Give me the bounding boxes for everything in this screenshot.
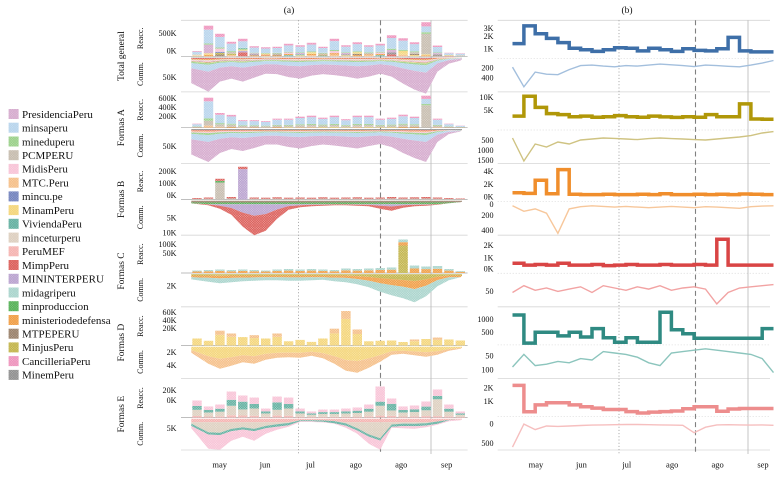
svg-text:50: 50 <box>485 352 493 361</box>
svg-text:sep: sep <box>441 460 452 470</box>
svg-text:4K: 4K <box>484 167 494 176</box>
svg-text:may: may <box>529 460 544 470</box>
svg-text:Reacc.: Reacc. <box>136 315 145 337</box>
svg-text:400: 400 <box>481 226 493 235</box>
svg-text:Reacc.: Reacc. <box>136 387 145 409</box>
svg-text:5K: 5K <box>484 106 494 115</box>
svg-text:MTPEPERU: MTPEPERU <box>22 329 80 341</box>
svg-text:2K: 2K <box>167 348 177 357</box>
svg-text:50K: 50K <box>163 142 177 151</box>
svg-text:Comm.: Comm. <box>136 422 145 446</box>
svg-text:500: 500 <box>481 328 493 337</box>
svg-text:ago: ago <box>666 460 678 470</box>
svg-text:ago: ago <box>350 460 362 470</box>
svg-text:1K: 1K <box>484 397 494 406</box>
svg-text:200: 200 <box>481 63 493 72</box>
svg-text:MinamPeru: MinamPeru <box>22 205 74 217</box>
svg-text:1000: 1000 <box>477 315 493 324</box>
svg-text:Comm.: Comm. <box>136 278 145 302</box>
svg-text:0K: 0K <box>484 264 494 273</box>
svg-text:sep: sep <box>757 460 768 470</box>
svg-text:Formas E: Formas E <box>117 396 127 433</box>
svg-text:mincu.pe: mincu.pe <box>22 191 63 203</box>
svg-text:midagriperu: midagriperu <box>22 287 76 299</box>
svg-text:jun: jun <box>575 460 588 470</box>
svg-text:MTC.Peru: MTC.Peru <box>22 178 69 190</box>
svg-text:0K: 0K <box>167 191 177 200</box>
svg-text:Formas C: Formas C <box>117 252 127 289</box>
svg-text:Formas D: Formas D <box>117 324 127 362</box>
svg-text:50K: 50K <box>163 73 177 82</box>
svg-text:Comm.: Comm. <box>136 205 145 229</box>
svg-text:5K: 5K <box>167 214 177 223</box>
svg-text:200: 200 <box>481 211 493 220</box>
svg-text:ago: ago <box>711 460 723 470</box>
svg-text:minsaperu: minsaperu <box>22 123 68 135</box>
svg-text:1K: 1K <box>484 45 494 54</box>
svg-text:50K: 50K <box>163 249 177 258</box>
svg-text:Reacc.: Reacc. <box>136 243 145 265</box>
svg-text:(b): (b) <box>621 5 632 16</box>
svg-text:2K: 2K <box>484 384 494 393</box>
svg-text:minproduccion: minproduccion <box>22 301 89 313</box>
svg-text:200K: 200K <box>159 167 177 176</box>
svg-text:5K: 5K <box>167 424 177 433</box>
svg-text:400: 400 <box>481 74 493 83</box>
svg-text:Reacc.: Reacc. <box>136 171 145 193</box>
svg-text:0: 0 <box>489 420 493 429</box>
svg-text:2K: 2K <box>484 32 494 41</box>
svg-text:50: 50 <box>485 287 493 296</box>
svg-text:MidisPeru: MidisPeru <box>22 164 68 176</box>
svg-text:ago: ago <box>395 460 407 470</box>
svg-text:0K: 0K <box>167 396 177 405</box>
svg-text:PeruMEF: PeruMEF <box>22 246 65 258</box>
svg-text:MinjusPeru: MinjusPeru <box>22 342 74 354</box>
svg-text:Formas B: Formas B <box>117 181 127 218</box>
svg-text:Reacc.: Reacc. <box>136 99 145 121</box>
svg-text:jun: jun <box>259 460 272 470</box>
svg-text:100: 100 <box>481 366 493 375</box>
svg-text:Comm.: Comm. <box>136 134 145 158</box>
svg-text:MinemPeru: MinemPeru <box>22 370 74 382</box>
svg-text:400K: 400K <box>159 103 177 112</box>
svg-text:Formas A: Formas A <box>117 109 127 146</box>
svg-text:(a): (a) <box>284 5 295 16</box>
svg-text:jul: jul <box>621 460 632 470</box>
svg-text:1000: 1000 <box>477 146 493 155</box>
svg-text:ViviendaPeru: ViviendaPeru <box>22 219 82 231</box>
svg-text:ministeriodedefensa: ministeriodedefensa <box>22 315 111 327</box>
svg-text:100K: 100K <box>159 179 177 188</box>
svg-text:20K: 20K <box>163 324 177 333</box>
svg-text:10K: 10K <box>480 93 494 102</box>
svg-text:1K: 1K <box>484 253 494 262</box>
svg-text:500: 500 <box>481 136 493 145</box>
svg-text:may: may <box>212 460 227 470</box>
svg-text:CancilleriaPeru: CancilleriaPeru <box>22 356 91 368</box>
svg-text:mineduperu: mineduperu <box>22 136 75 148</box>
svg-text:2K: 2K <box>484 241 494 250</box>
svg-text:MININTERPERU: MININTERPERU <box>22 274 104 286</box>
svg-text:PCMPERU: PCMPERU <box>22 150 73 162</box>
svg-text:4K: 4K <box>167 361 177 370</box>
svg-text:100K: 100K <box>159 240 177 249</box>
svg-text:1500: 1500 <box>477 156 493 165</box>
svg-text:jul: jul <box>305 460 316 470</box>
svg-text:Comm.: Comm. <box>136 62 145 86</box>
svg-text:minceturperu: minceturperu <box>22 232 81 244</box>
svg-text:0K: 0K <box>167 47 177 56</box>
svg-text:Comm.: Comm. <box>136 350 145 374</box>
svg-text:Total general: Total general <box>117 31 127 81</box>
svg-text:200K: 200K <box>159 112 177 121</box>
svg-text:500K: 500K <box>159 29 177 38</box>
svg-text:10K: 10K <box>163 229 177 238</box>
svg-text:600K: 600K <box>159 94 177 103</box>
svg-text:500: 500 <box>481 439 493 448</box>
svg-text:2K: 2K <box>167 281 177 290</box>
svg-text:Reacc.: Reacc. <box>136 28 145 50</box>
svg-text:PresidenciaPeru: PresidenciaPeru <box>22 109 93 121</box>
svg-text:0: 0 <box>489 200 493 209</box>
svg-text:2K: 2K <box>484 180 494 189</box>
svg-text:20K: 20K <box>163 386 177 395</box>
svg-text:MimpPeru: MimpPeru <box>22 260 70 272</box>
